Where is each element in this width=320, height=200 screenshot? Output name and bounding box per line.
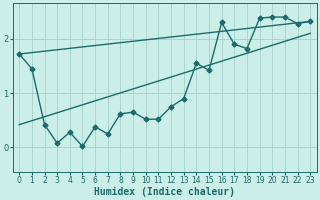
X-axis label: Humidex (Indice chaleur): Humidex (Indice chaleur) <box>94 186 235 197</box>
